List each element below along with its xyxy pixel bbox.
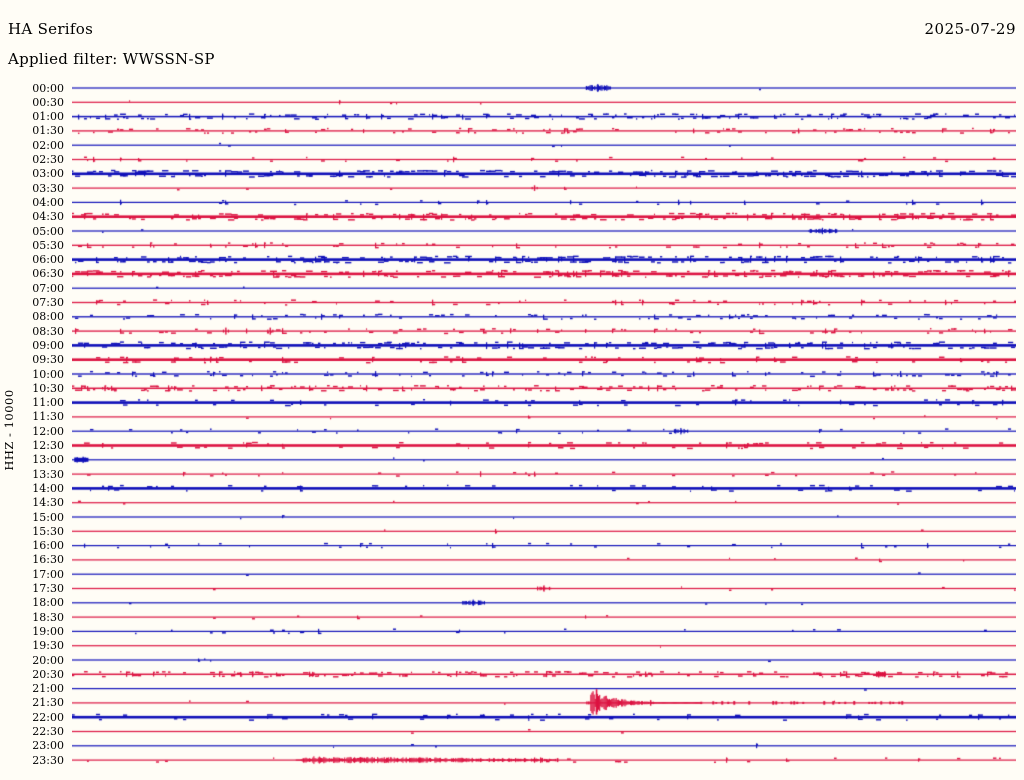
seismogram-canvas xyxy=(72,80,1016,772)
time-label: 05:30 xyxy=(32,238,64,252)
time-label: 18:00 xyxy=(32,596,64,610)
time-label: 18:30 xyxy=(32,610,64,624)
time-label: 02:30 xyxy=(32,153,64,166)
time-label: 21:30 xyxy=(32,696,64,710)
time-label: 08:30 xyxy=(32,324,64,338)
time-label: 03:00 xyxy=(32,167,64,181)
time-label: 20:30 xyxy=(32,667,64,681)
time-label: 06:30 xyxy=(32,267,64,281)
time-label: 16:30 xyxy=(32,553,64,567)
time-label: 07:00 xyxy=(32,281,64,295)
time-label: 05:00 xyxy=(32,224,64,238)
time-label: 13:30 xyxy=(32,467,64,481)
time-label: 09:00 xyxy=(32,338,64,352)
station-title: HA Serifos xyxy=(8,20,94,38)
time-label: 00:30 xyxy=(32,95,64,109)
time-label: 02:00 xyxy=(32,138,64,152)
time-label: 03:30 xyxy=(32,181,64,195)
time-label: 21:00 xyxy=(32,682,64,696)
time-label: 10:00 xyxy=(32,367,64,381)
time-label: 01:30 xyxy=(32,124,64,138)
time-label: 01:00 xyxy=(32,110,64,124)
time-label: 14:00 xyxy=(32,481,64,495)
time-label: 23:30 xyxy=(32,753,64,767)
time-label: 10:30 xyxy=(32,381,64,395)
time-label: 07:30 xyxy=(32,296,64,309)
time-label: 00:00 xyxy=(32,81,64,95)
time-label: 12:30 xyxy=(32,439,64,452)
time-label: 17:00 xyxy=(32,567,64,581)
time-label: 06:00 xyxy=(32,253,64,267)
time-label: 12:00 xyxy=(32,424,64,438)
time-label: 19:00 xyxy=(32,624,64,638)
date-label: 2025-07-29 xyxy=(924,20,1016,38)
time-label: 09:30 xyxy=(32,353,64,367)
time-label: 04:30 xyxy=(32,210,64,224)
time-label: 11:30 xyxy=(32,410,64,424)
time-label: 11:00 xyxy=(32,396,64,410)
time-label: 16:00 xyxy=(32,539,64,553)
time-label: 22:30 xyxy=(32,725,64,738)
time-label: 20:00 xyxy=(32,653,64,667)
time-label: 19:30 xyxy=(32,639,64,653)
time-label: 04:00 xyxy=(32,195,64,209)
time-label: 15:30 xyxy=(32,524,64,538)
time-label: 17:30 xyxy=(32,582,64,595)
time-label: 13:00 xyxy=(32,453,64,467)
time-label: 23:00 xyxy=(32,739,64,753)
time-label: 15:00 xyxy=(32,510,64,524)
filter-label: Applied filter: WWSSN-SP xyxy=(8,50,215,68)
time-label: 22:00 xyxy=(32,710,64,724)
time-label: 14:30 xyxy=(32,496,64,510)
time-label: 08:00 xyxy=(32,310,64,324)
